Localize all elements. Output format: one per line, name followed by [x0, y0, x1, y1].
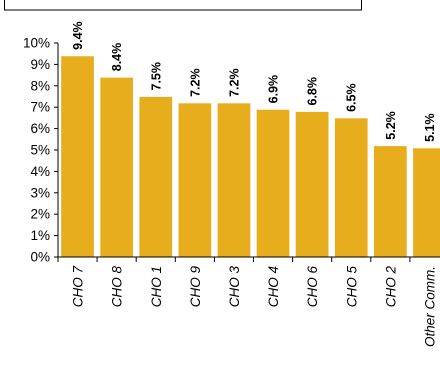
data-label: 9.4% [71, 21, 85, 50]
bar [412, 147, 440, 258]
x-tick-label: Other Comm. [422, 266, 437, 347]
x-tick-label: CHO 8 [110, 266, 125, 308]
x-tick-label: CHO 4 [266, 266, 281, 307]
x-tick-label: CHO 7 [71, 266, 86, 308]
y-tick-label: 1% [30, 228, 50, 243]
data-label: 7.2% [188, 68, 202, 97]
bar [60, 55, 95, 258]
data-label: 5.2% [384, 111, 398, 140]
data-labels: 9.4% 8.4% 7.5% 7.2% 7.2% 6.9% 6.8% 6.5% 5.2% 5.1% [71, 21, 437, 142]
bar [334, 117, 369, 258]
bar [255, 108, 291, 258]
y-tick-label: 5% [30, 143, 50, 158]
bar [177, 102, 213, 258]
bar [138, 96, 173, 258]
chart-title-box [4, 0, 362, 11]
data-label: 6.8% [306, 77, 320, 106]
bar [294, 111, 330, 258]
y-tick-label: 7% [30, 100, 50, 115]
data-label: 6.9% [267, 75, 281, 104]
title-frame [4, 0, 362, 11]
x-tick-label: CHO 3 [227, 266, 242, 308]
x-tick-label: CHO 2 [383, 266, 398, 308]
x-axis: CHO 7 CHO 8 CHO 1 CHO 9 CHO 3 CHO 4 CHO 6 CHO 5… [57, 256, 440, 347]
x-tick-label: CHO 9 [188, 266, 203, 308]
bar [99, 76, 134, 258]
y-tick-label: 6% [30, 121, 50, 136]
data-label: 5.1% [423, 113, 437, 142]
y-tick-label: 0% [30, 250, 50, 265]
bar [373, 145, 408, 258]
y-tick-label: 8% [30, 78, 50, 93]
data-label: 7.5% [149, 62, 163, 91]
y-tick-label: 2% [30, 207, 50, 222]
y-tick-label: 9% [30, 57, 50, 72]
x-tick-label: CHO 6 [305, 266, 320, 308]
bar-series [60, 55, 440, 258]
bar [216, 102, 252, 258]
data-label: 6.5% [345, 83, 359, 112]
y-tick-label: 10% [23, 36, 50, 51]
y-axis: 0% 1% 2% 3% 4% 5% 6% 7% 8% 9% 10% [23, 36, 59, 265]
y-tick-label: 3% [30, 185, 50, 200]
data-label: 7.2% [227, 68, 241, 97]
x-tick-label: CHO 1 [149, 266, 164, 307]
y-tick-label: 4% [30, 164, 50, 179]
x-tick-label: CHO 5 [344, 266, 359, 308]
data-label: 8.4% [110, 43, 124, 71]
